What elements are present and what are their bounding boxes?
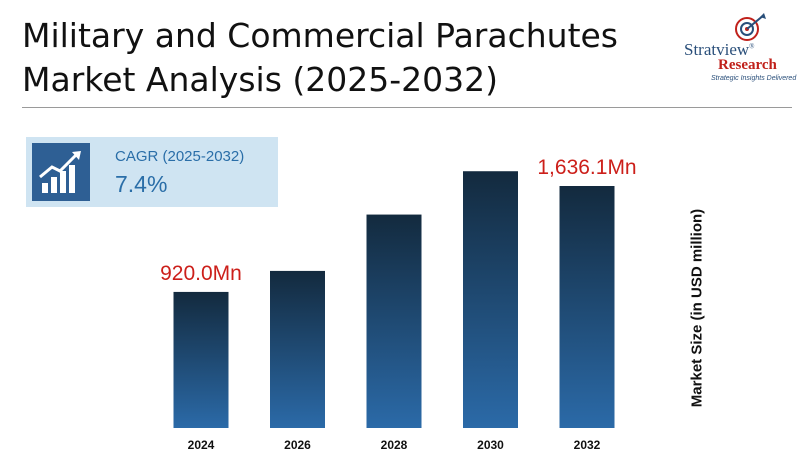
stratview-logo: Stratview® Research Strategic Insights D…: [676, 12, 796, 82]
title-line-1: Military and Commercial Parachutes: [22, 16, 618, 55]
x-tick-label: 2032: [574, 438, 601, 452]
data-label-2032: 1,636.1Mn: [537, 156, 636, 179]
data-label-2024: 920.0Mn: [160, 262, 242, 285]
y-axis-label: Market Size (in USD million): [688, 208, 706, 408]
x-tick-label: 2024: [188, 438, 215, 452]
target-arrow-icon: [735, 13, 766, 41]
cagr-label: CAGR (2025-2032): [115, 148, 245, 165]
title-line-2: Market Analysis (2025-2032): [22, 60, 499, 99]
cagr-icon-box: [32, 143, 90, 201]
page-title: Military and Commercial Parachutes Marke…: [22, 14, 642, 102]
growth-chart-icon: [39, 151, 81, 193]
bar-2028: [366, 214, 422, 428]
bar-2024: [173, 291, 229, 428]
x-tick-label: 2030: [477, 438, 504, 452]
bar-2026: [270, 270, 325, 428]
x-tick-label: 2026: [284, 438, 311, 452]
x-tick-label: 2028: [381, 438, 408, 452]
logo-brand: Stratview®: [684, 40, 755, 59]
bar-2030: [463, 171, 518, 429]
cagr-box: CAGR (2025-2032) 7.4%: [26, 137, 278, 207]
logo-tagline: Strategic Insights Delivered: [711, 75, 797, 82]
header-divider: [22, 107, 792, 108]
cagr-value: 7.4%: [115, 171, 168, 197]
logo-sub: Research: [718, 57, 777, 73]
bar-2032: [559, 186, 615, 428]
